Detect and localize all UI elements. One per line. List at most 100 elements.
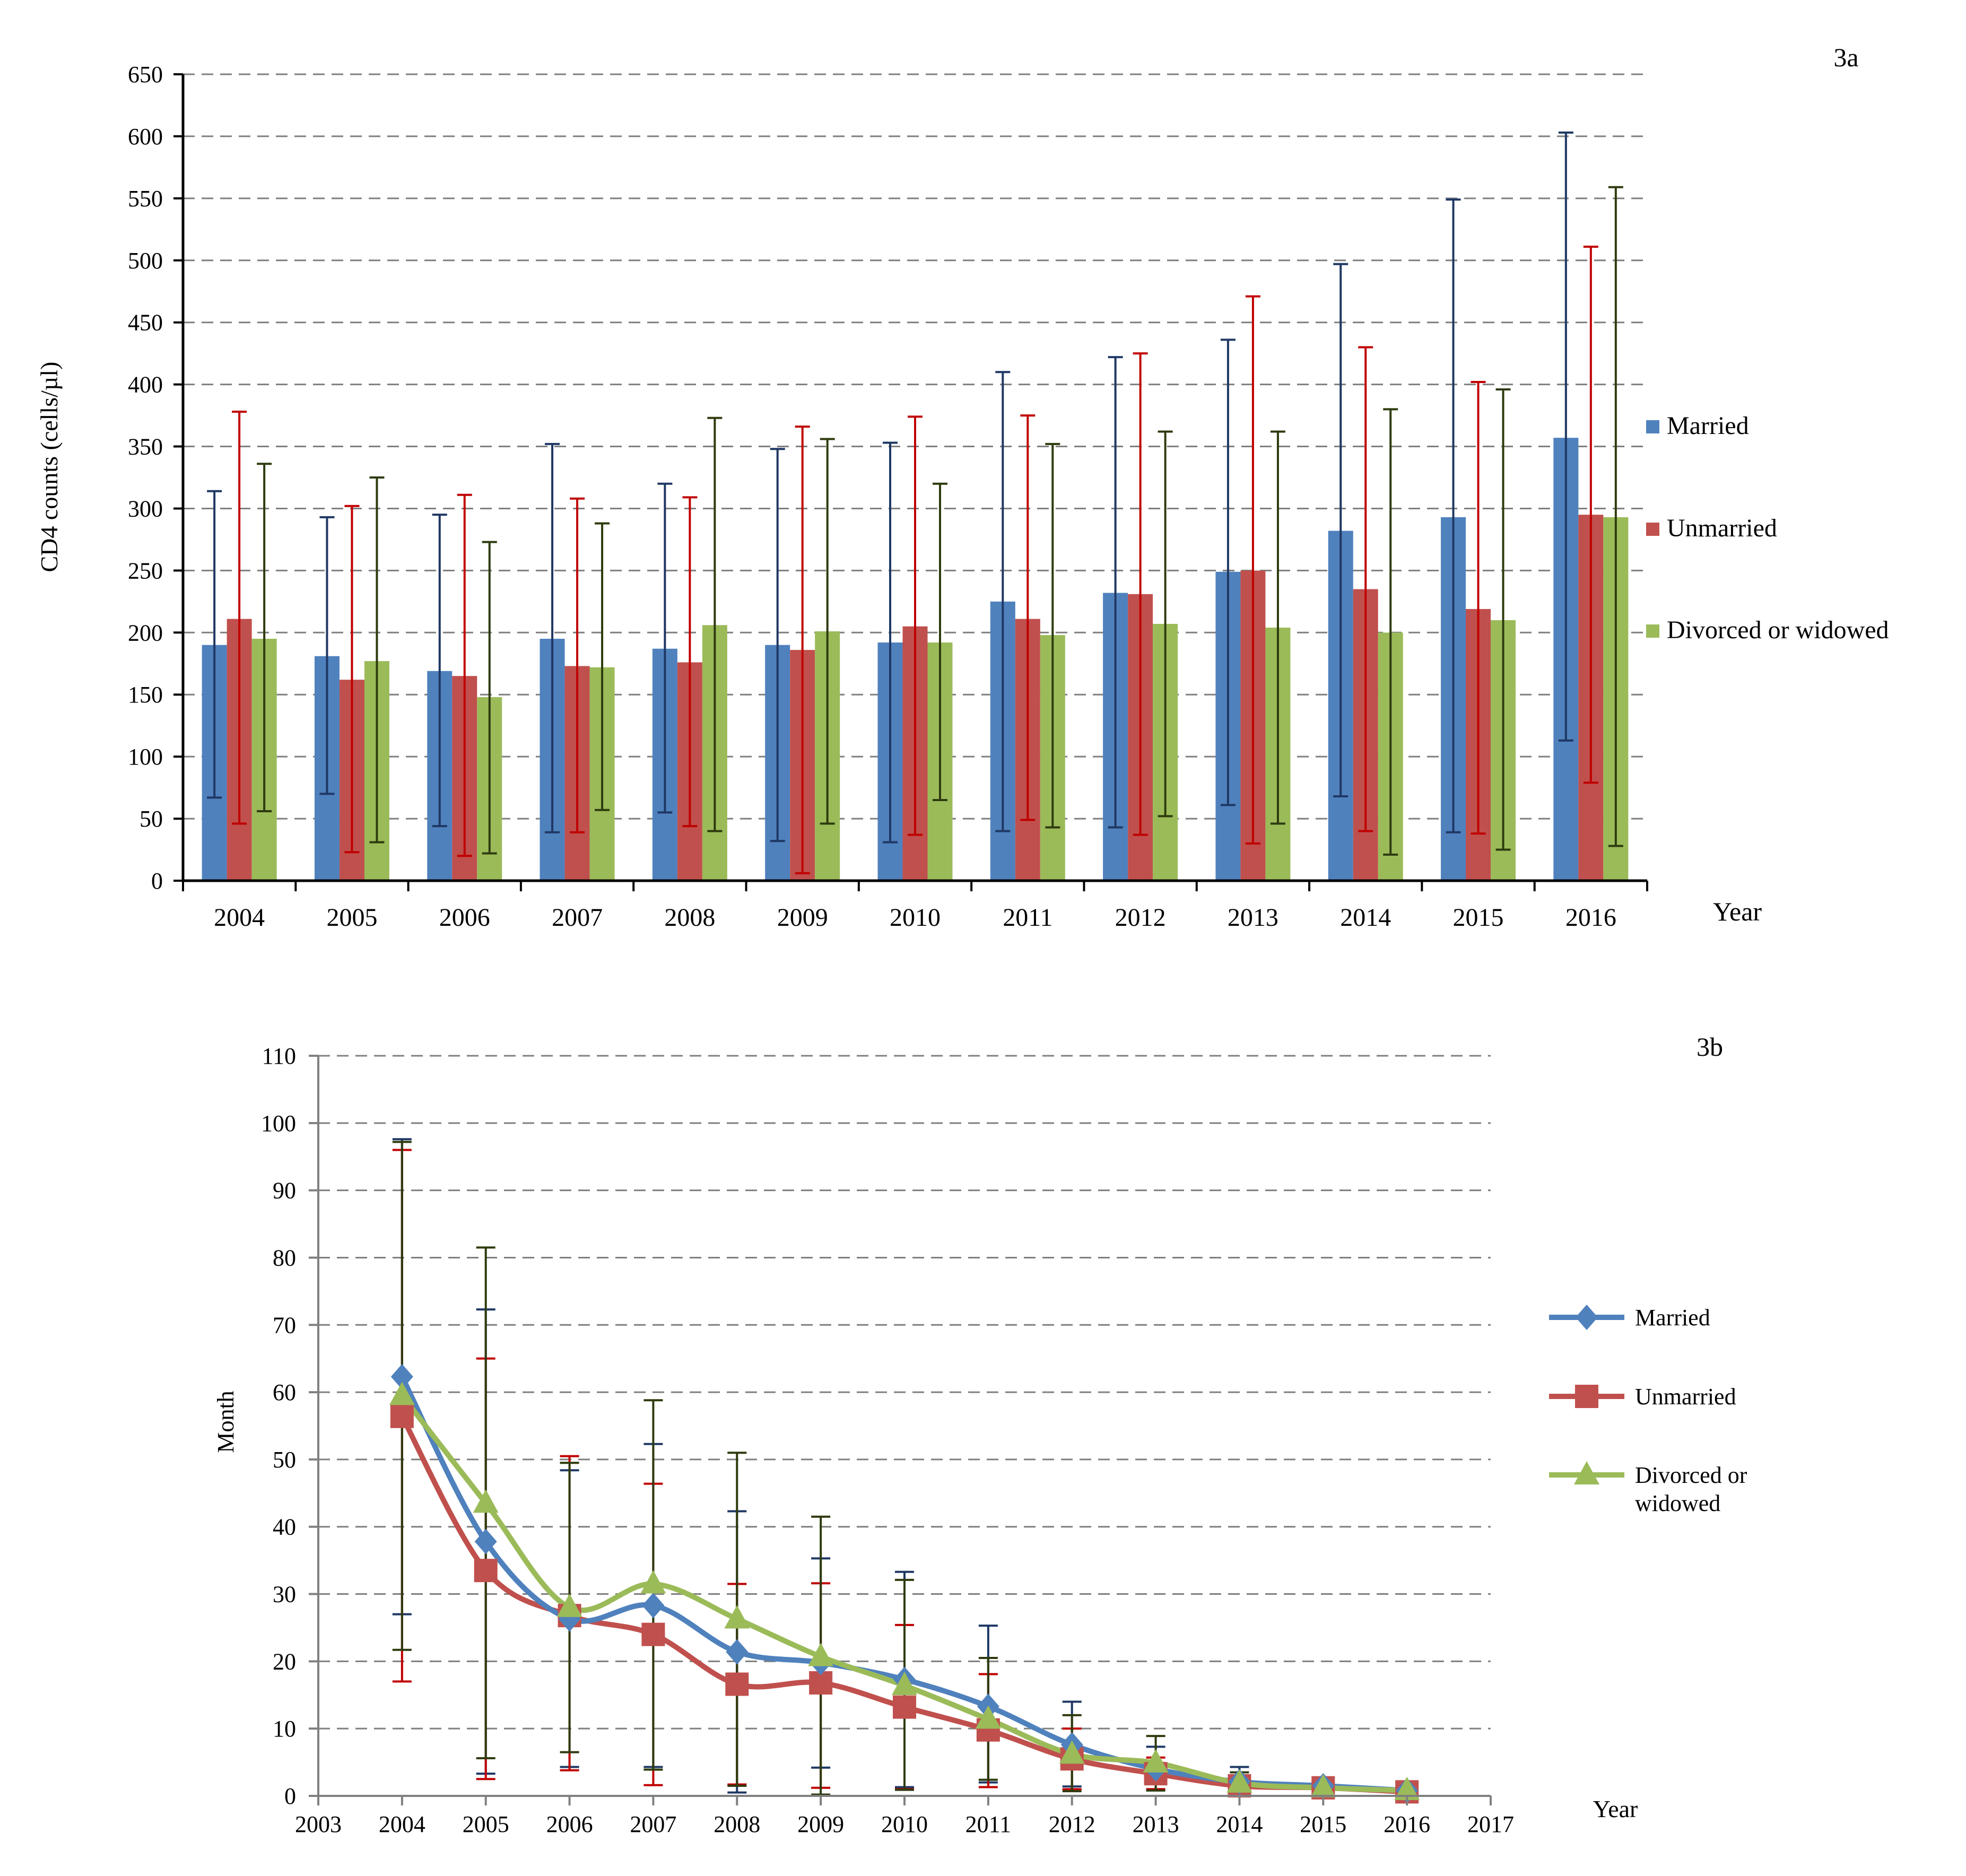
y-tick-label: 50	[140, 806, 163, 832]
chart-3a-x-axis-title: Year	[1713, 897, 1762, 926]
x-tick-label: 2014	[1340, 904, 1391, 932]
y-tick-label: 30	[273, 1582, 296, 1608]
x-tick-label: 2015	[1453, 904, 1504, 932]
legend-marker	[1576, 1305, 1598, 1330]
x-tick-label: 2006	[546, 1811, 593, 1837]
y-tick-label: 300	[128, 496, 163, 522]
x-tick-label: 2008	[714, 1811, 760, 1837]
marker-married-2005	[474, 1528, 497, 1554]
x-tick-label: 2010	[881, 1811, 928, 1837]
marker-unmarried-2008	[725, 1672, 749, 1696]
x-tick-label: 2003	[295, 1811, 342, 1837]
marker-divorced-2011	[975, 1705, 1001, 1729]
x-tick-label: 2010	[890, 904, 941, 932]
y-tick-label: 100	[261, 1110, 296, 1136]
y-tick-label: 60	[273, 1379, 296, 1405]
x-tick-label: 2011	[965, 1811, 1011, 1837]
chart-3a-axes	[173, 73, 1648, 891]
marker-divorced-2007	[640, 1570, 666, 1594]
y-tick-label: 0	[151, 868, 163, 894]
chart-3a-y-tick-labels: 0 50 100 150 200 250 300 350 400 450 500 550 600 650	[128, 62, 163, 894]
chart-3a-x-tick-labels: 2004 2005 2006 2007 2008 2009 2010 2011 2012 2013…	[214, 904, 1616, 932]
y-tick-label: 40	[273, 1514, 296, 1540]
legend-swatch	[1646, 624, 1659, 638]
y-tick-label: 450	[128, 310, 163, 336]
x-tick-label: 2011	[1003, 904, 1052, 932]
x-tick-label: 2005	[326, 904, 377, 932]
marker-divorced-2006	[556, 1593, 582, 1617]
y-tick-label: 250	[128, 558, 163, 584]
marker-divorced-2014	[1226, 1769, 1252, 1793]
y-tick-label: 50	[273, 1447, 296, 1473]
legend-swatch	[1646, 523, 1659, 536]
y-tick-label: 110	[262, 1043, 296, 1069]
marker-divorced-2009	[808, 1643, 834, 1666]
chart-3a-error-bars	[207, 131, 1623, 874]
y-tick-label: 400	[128, 372, 163, 398]
y-tick-label: 650	[128, 62, 163, 88]
chart-3b-panel-label: 3b	[1697, 1032, 1723, 1062]
y-tick-label: 350	[128, 434, 163, 460]
x-tick-label: 2016	[1565, 904, 1616, 932]
x-tick-label: 2012	[1049, 1811, 1095, 1837]
legend-label: Married	[1635, 1305, 1710, 1331]
y-tick-label: 0	[284, 1783, 296, 1809]
legend-marker	[1575, 1385, 1598, 1408]
y-tick-label: 10	[273, 1716, 296, 1742]
y-tick-label: 90	[273, 1178, 296, 1204]
y-tick-label: 20	[273, 1648, 296, 1674]
x-tick-label: 2015	[1300, 1811, 1346, 1837]
legend-label: Unmarried	[1667, 514, 1777, 542]
marker-divorced-2013	[1143, 1749, 1169, 1773]
chart-3b-markers	[389, 1363, 1420, 1804]
x-tick-label: 2017	[1467, 1811, 1514, 1837]
y-tick-label: 100	[128, 744, 163, 770]
chart-3b-x-axis-title: Year	[1593, 1795, 1638, 1822]
marker-divorced-2005	[473, 1489, 499, 1513]
legend-item-unmarried: Unmarried	[1549, 1384, 1736, 1410]
legend-label: Divorced or widowed	[1667, 616, 1889, 644]
marker-divorced-2004	[389, 1382, 415, 1405]
marker-divorced-2015	[1310, 1774, 1336, 1797]
x-tick-label: 2004	[214, 904, 265, 932]
chart-3a-panel-label: 3a	[1833, 42, 1858, 72]
x-tick-label: 2009	[797, 1811, 844, 1837]
x-tick-label: 2008	[664, 904, 715, 932]
chart-3b-y-axis-title: Month	[213, 1391, 239, 1453]
x-tick-label: 2004	[379, 1811, 425, 1837]
y-tick-label: 70	[273, 1312, 296, 1338]
x-tick-label: 2005	[463, 1811, 509, 1837]
y-tick-label: 150	[128, 682, 163, 708]
chart-3b-x-tick-labels: 2003 2004 2005 2006 2007 2008 2009 2010 2011 2012…	[295, 1811, 1514, 1837]
chart-3b-y-tick-labels: 0 10 20 30 40 50 60 70 80 90 100 110	[261, 1043, 296, 1809]
x-tick-label: 2007	[552, 904, 603, 932]
x-tick-label: 2013	[1228, 904, 1278, 932]
x-tick-label: 2007	[630, 1811, 676, 1837]
marker-divorced-2010	[892, 1672, 917, 1696]
y-tick-label: 80	[273, 1245, 296, 1271]
legend-item-divorced: Divorced or widowed	[1646, 616, 1889, 644]
marker-divorced-2008	[724, 1605, 750, 1629]
x-tick-label: 2006	[439, 904, 490, 932]
marker-divorced-2016	[1394, 1776, 1420, 1800]
legend-label: Unmarried	[1635, 1384, 1736, 1410]
legend-item-married: Married	[1646, 412, 1749, 440]
legend-label: widowed	[1635, 1490, 1720, 1516]
marker-unmarried-2007	[641, 1622, 665, 1646]
marker-unmarried-2004	[390, 1404, 414, 1428]
marker-unmarried-2010	[893, 1695, 916, 1719]
chart-3a: 050100150200250300350400450500550600650 …	[36, 42, 1889, 932]
y-tick-label: 550	[128, 186, 163, 212]
legend-label: Married	[1667, 412, 1749, 440]
marker-unmarried-2005	[474, 1559, 498, 1583]
chart-3b-axes	[309, 1055, 1492, 1805]
legend-marker	[1574, 1461, 1599, 1484]
legend-item-married: Married	[1549, 1305, 1710, 1331]
marker-married-2004	[390, 1363, 413, 1389]
